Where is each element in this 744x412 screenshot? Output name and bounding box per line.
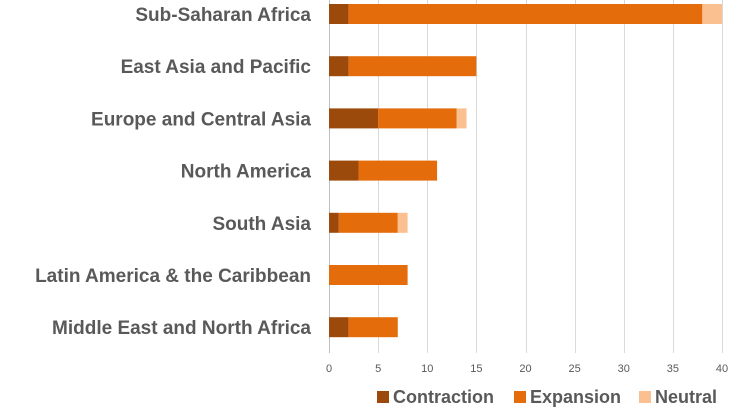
bar-segment-expansion: [358, 160, 438, 181]
bar-segment-contraction: [329, 56, 349, 77]
legend-label-neutral: Neutral: [655, 387, 717, 407]
x-tick-label: 30: [618, 363, 630, 375]
category-label: Sub-Saharan Africa: [135, 5, 311, 26]
bar-segment-expansion: [338, 212, 398, 233]
bar-segment-expansion: [348, 4, 703, 24]
bar-segment-expansion: [378, 108, 457, 129]
x-tick-labels: 0 5 10 15 20 25 30 35 40: [326, 363, 728, 375]
x-tick-label: 15: [470, 363, 482, 375]
bar-segment-contraction: [329, 4, 349, 24]
x-tick-label: 25: [569, 363, 581, 375]
x-tick-label: 40: [716, 363, 728, 375]
bar-segment-expansion: [329, 265, 408, 285]
legend: Contraction Expansion Neutral: [377, 387, 717, 407]
legend-swatch-expansion: [514, 391, 526, 403]
x-tick-label: 5: [375, 363, 381, 375]
bar-segment-contraction: [329, 108, 379, 129]
x-tick-label: 0: [326, 363, 332, 375]
legend-label-expansion: Expansion: [530, 387, 621, 407]
category-label: Europe and Central Asia: [91, 109, 311, 130]
bar-segment-neutral: [702, 4, 722, 24]
bar-segment-contraction: [329, 212, 339, 233]
bar-segment-contraction: [329, 160, 359, 181]
category-label: East Asia and Pacific: [121, 57, 312, 78]
bar-segment-neutral: [397, 212, 408, 233]
bar-segment-expansion: [348, 56, 477, 77]
legend-label-contraction: Contraction: [393, 387, 494, 407]
x-tick-label: 35: [667, 363, 679, 375]
x-tick-label: 10: [421, 363, 433, 375]
bar-segment-neutral: [456, 108, 467, 129]
category-label: Middle East and North Africa: [52, 318, 311, 339]
legend-swatch-neutral: [639, 391, 651, 403]
x-tick-label: 20: [519, 363, 531, 375]
legend-swatch-contraction: [377, 391, 389, 403]
bars: [329, 4, 722, 338]
category-labels: Sub-Saharan Africa East Asia and Pacific E…: [35, 5, 311, 339]
category-label: North America: [181, 162, 312, 183]
bar-segment-contraction: [329, 317, 349, 338]
bar-segment-expansion: [348, 317, 398, 338]
category-label: South Asia: [212, 214, 311, 235]
category-label: Latin America & the Caribbean: [35, 266, 311, 287]
